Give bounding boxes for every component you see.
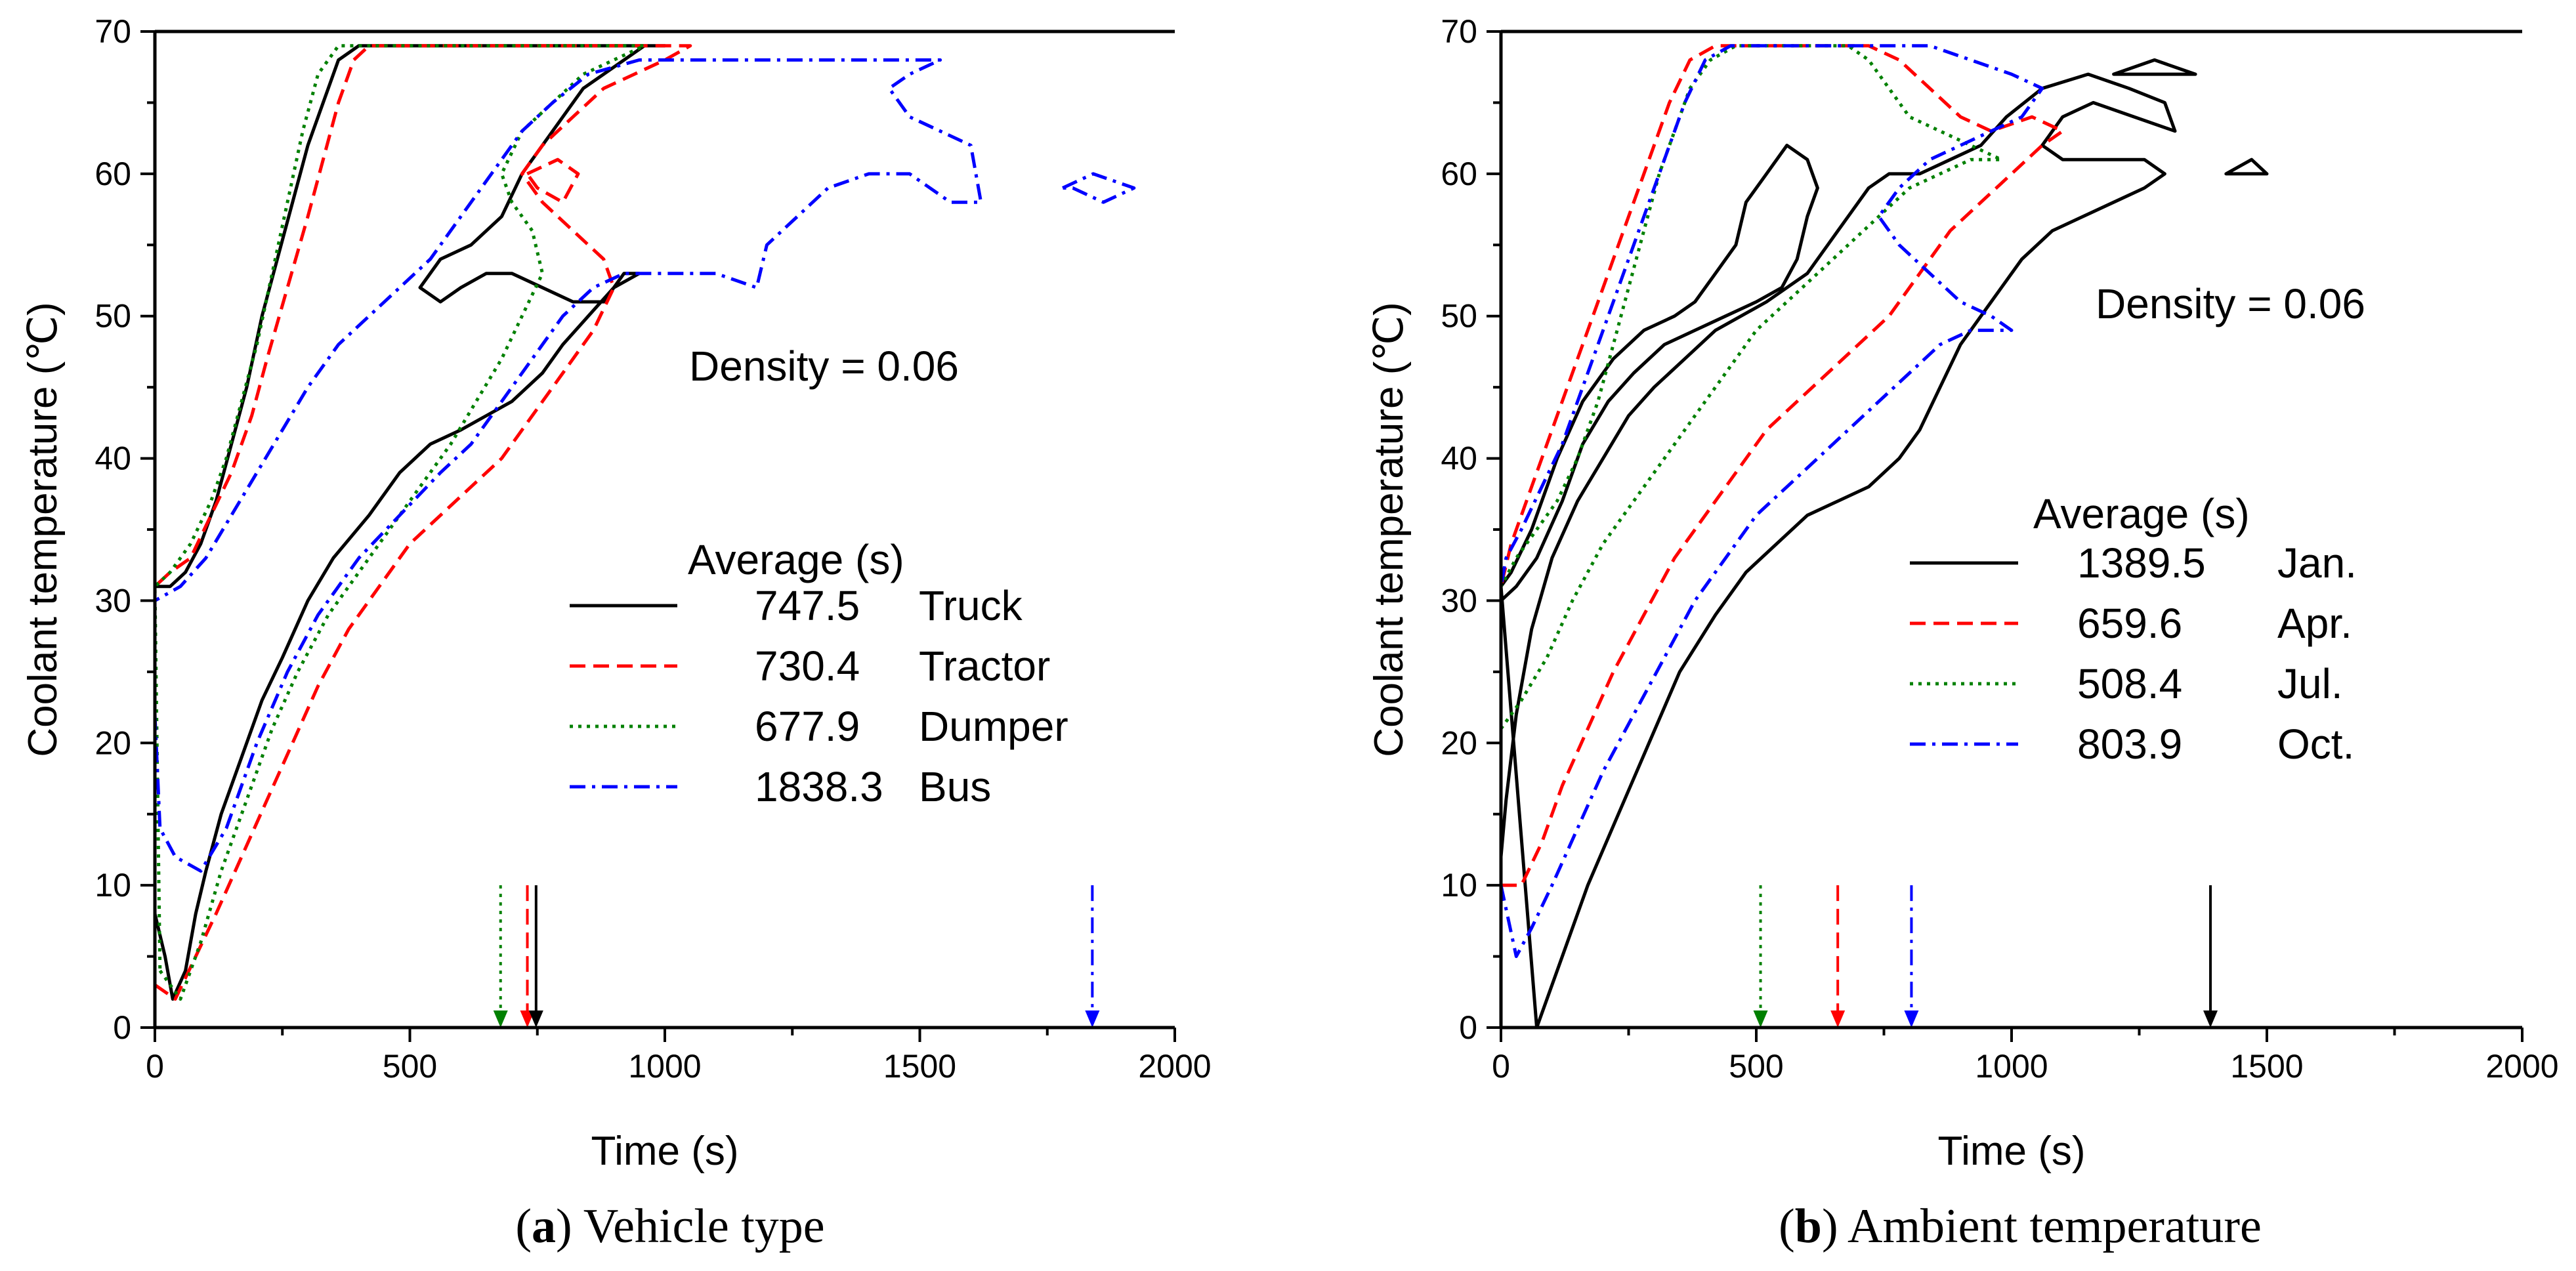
legend-name-b-2: Jul. <box>2277 660 2343 707</box>
y-tick-label-b-7: 70 <box>1441 13 1477 50</box>
legend-name-b-0: Jan. <box>2277 539 2357 587</box>
average-arrow-head-b-1 <box>1830 1011 1846 1028</box>
legend-name-b-3: Oct. <box>2277 720 2354 768</box>
x-tick-label-a-1: 500 <box>383 1048 437 1085</box>
caption-a: (a) Vehicle type <box>515 1199 824 1253</box>
caption-a-text: Vehicle type <box>572 1199 825 1253</box>
y-tick-label-a-3: 30 <box>95 582 131 619</box>
contour-b-series3-0 <box>1499 44 2044 959</box>
legend-name-a-2: Dumper <box>919 703 1068 750</box>
caption-b-letter: b <box>1795 1199 1822 1253</box>
legend-average-b-3: 803.9 <box>2077 720 2182 768</box>
x-axis-title-b: Time (s) <box>1938 1129 2086 1174</box>
density-annotation-a: Density = 0.06 <box>689 343 959 390</box>
legend-name-a-3: Bus <box>919 763 991 810</box>
x-tick-label-b-0: 0 <box>1492 1048 1510 1085</box>
contour-a-series3-0 <box>153 58 983 873</box>
y-tick-label-b-2: 20 <box>1441 724 1477 761</box>
legend-average-a-2: 677.9 <box>755 703 860 750</box>
y-axis-title-a: Coolant temperature (℃) <box>20 302 66 757</box>
y-tick-label-b-3: 30 <box>1441 582 1477 619</box>
panel-ambient-temperature: 0 500 1000 1500 2000 0 10 20 30 40 50 60 70 Time (s) C… <box>1366 13 2559 1174</box>
y-axis-title-b: Coolant temperature (℃) <box>1366 302 1412 757</box>
legend-title-b: Average (s) <box>2033 490 2250 537</box>
average-arrow-head-b-0 <box>1753 1011 1768 1028</box>
y-tick-label-a-1: 10 <box>95 867 131 904</box>
x-tick-label-b-4: 2000 <box>2485 1048 2558 1085</box>
x-tick-label-b-3: 1500 <box>2230 1048 2303 1085</box>
legend-name-b-1: Apr. <box>2277 600 2352 647</box>
contour-a-series1-1 <box>525 157 580 204</box>
panel-vehicle-type: 0 500 1000 1500 2000 0 10 20 30 40 50 60 70 Time (s) C… <box>20 13 1212 1174</box>
contour-b-series1-0 <box>1499 44 2065 887</box>
contour-a-series1-0 <box>153 44 692 1001</box>
y-tick-label-b-0: 0 <box>1459 1009 1477 1046</box>
legend-average-b-2: 508.4 <box>2077 660 2182 707</box>
caption-b: (b) Ambient temperature <box>1779 1199 2262 1253</box>
y-tick-label-b-4: 40 <box>1441 440 1477 477</box>
average-arrow-head-a-0 <box>493 1011 508 1028</box>
legend-name-a-0: Truck <box>919 582 1023 629</box>
contour-b-series0-1 <box>2112 58 2197 76</box>
legend-name-a-1: Tractor <box>919 642 1050 690</box>
y-tick-label-b-6: 60 <box>1441 156 1477 192</box>
contour-b-series0-2 <box>2224 157 2269 176</box>
y-tick-label-b-1: 10 <box>1441 867 1477 904</box>
legend-average-a-3: 1838.3 <box>755 763 883 810</box>
legend-average-b-0: 1389.5 <box>2077 539 2206 587</box>
x-tick-label-a-3: 1500 <box>883 1048 956 1085</box>
x-tick-label-a-0: 0 <box>146 1048 164 1085</box>
contour-b-series0-0 <box>1499 72 2177 1030</box>
y-tick-label-a-4: 40 <box>95 440 131 477</box>
x-tick-label-a-2: 1000 <box>628 1048 701 1085</box>
caption-a-letter: a <box>532 1199 556 1253</box>
y-tick-label-a-6: 60 <box>95 156 131 192</box>
contour-b-series2-0 <box>1499 44 2003 731</box>
legend-average-b-1: 659.6 <box>2077 600 2182 647</box>
average-arrow-head-b-2 <box>1904 1011 1919 1028</box>
density-annotation-b: Density = 0.06 <box>2096 280 2365 327</box>
average-arrow-head-a-3 <box>1085 1011 1100 1028</box>
caption-b-text: Ambient temperature <box>1838 1199 2262 1253</box>
average-arrow-head-a-2 <box>528 1011 543 1028</box>
contour-a-series0-0 <box>153 44 667 1001</box>
y-tick-label-b-5: 50 <box>1441 298 1477 335</box>
y-tick-label-a-7: 70 <box>95 13 131 50</box>
contour-a-series3-1 <box>1061 172 1136 204</box>
legend-title-a: Average (s) <box>688 536 904 583</box>
legend-average-a-0: 747.5 <box>755 582 860 629</box>
x-tick-label-b-1: 500 <box>1729 1048 1783 1085</box>
average-arrow-head-b-3 <box>2203 1011 2218 1028</box>
y-tick-label-a-2: 20 <box>95 724 131 761</box>
x-tick-label-a-4: 2000 <box>1138 1048 1211 1085</box>
y-tick-label-a-0: 0 <box>113 1009 131 1046</box>
legend-average-a-1: 730.4 <box>755 642 860 690</box>
y-tick-label-a-5: 50 <box>95 298 131 335</box>
x-tick-label-b-2: 1000 <box>1975 1048 2048 1085</box>
x-axis-title-a: Time (s) <box>591 1129 739 1174</box>
